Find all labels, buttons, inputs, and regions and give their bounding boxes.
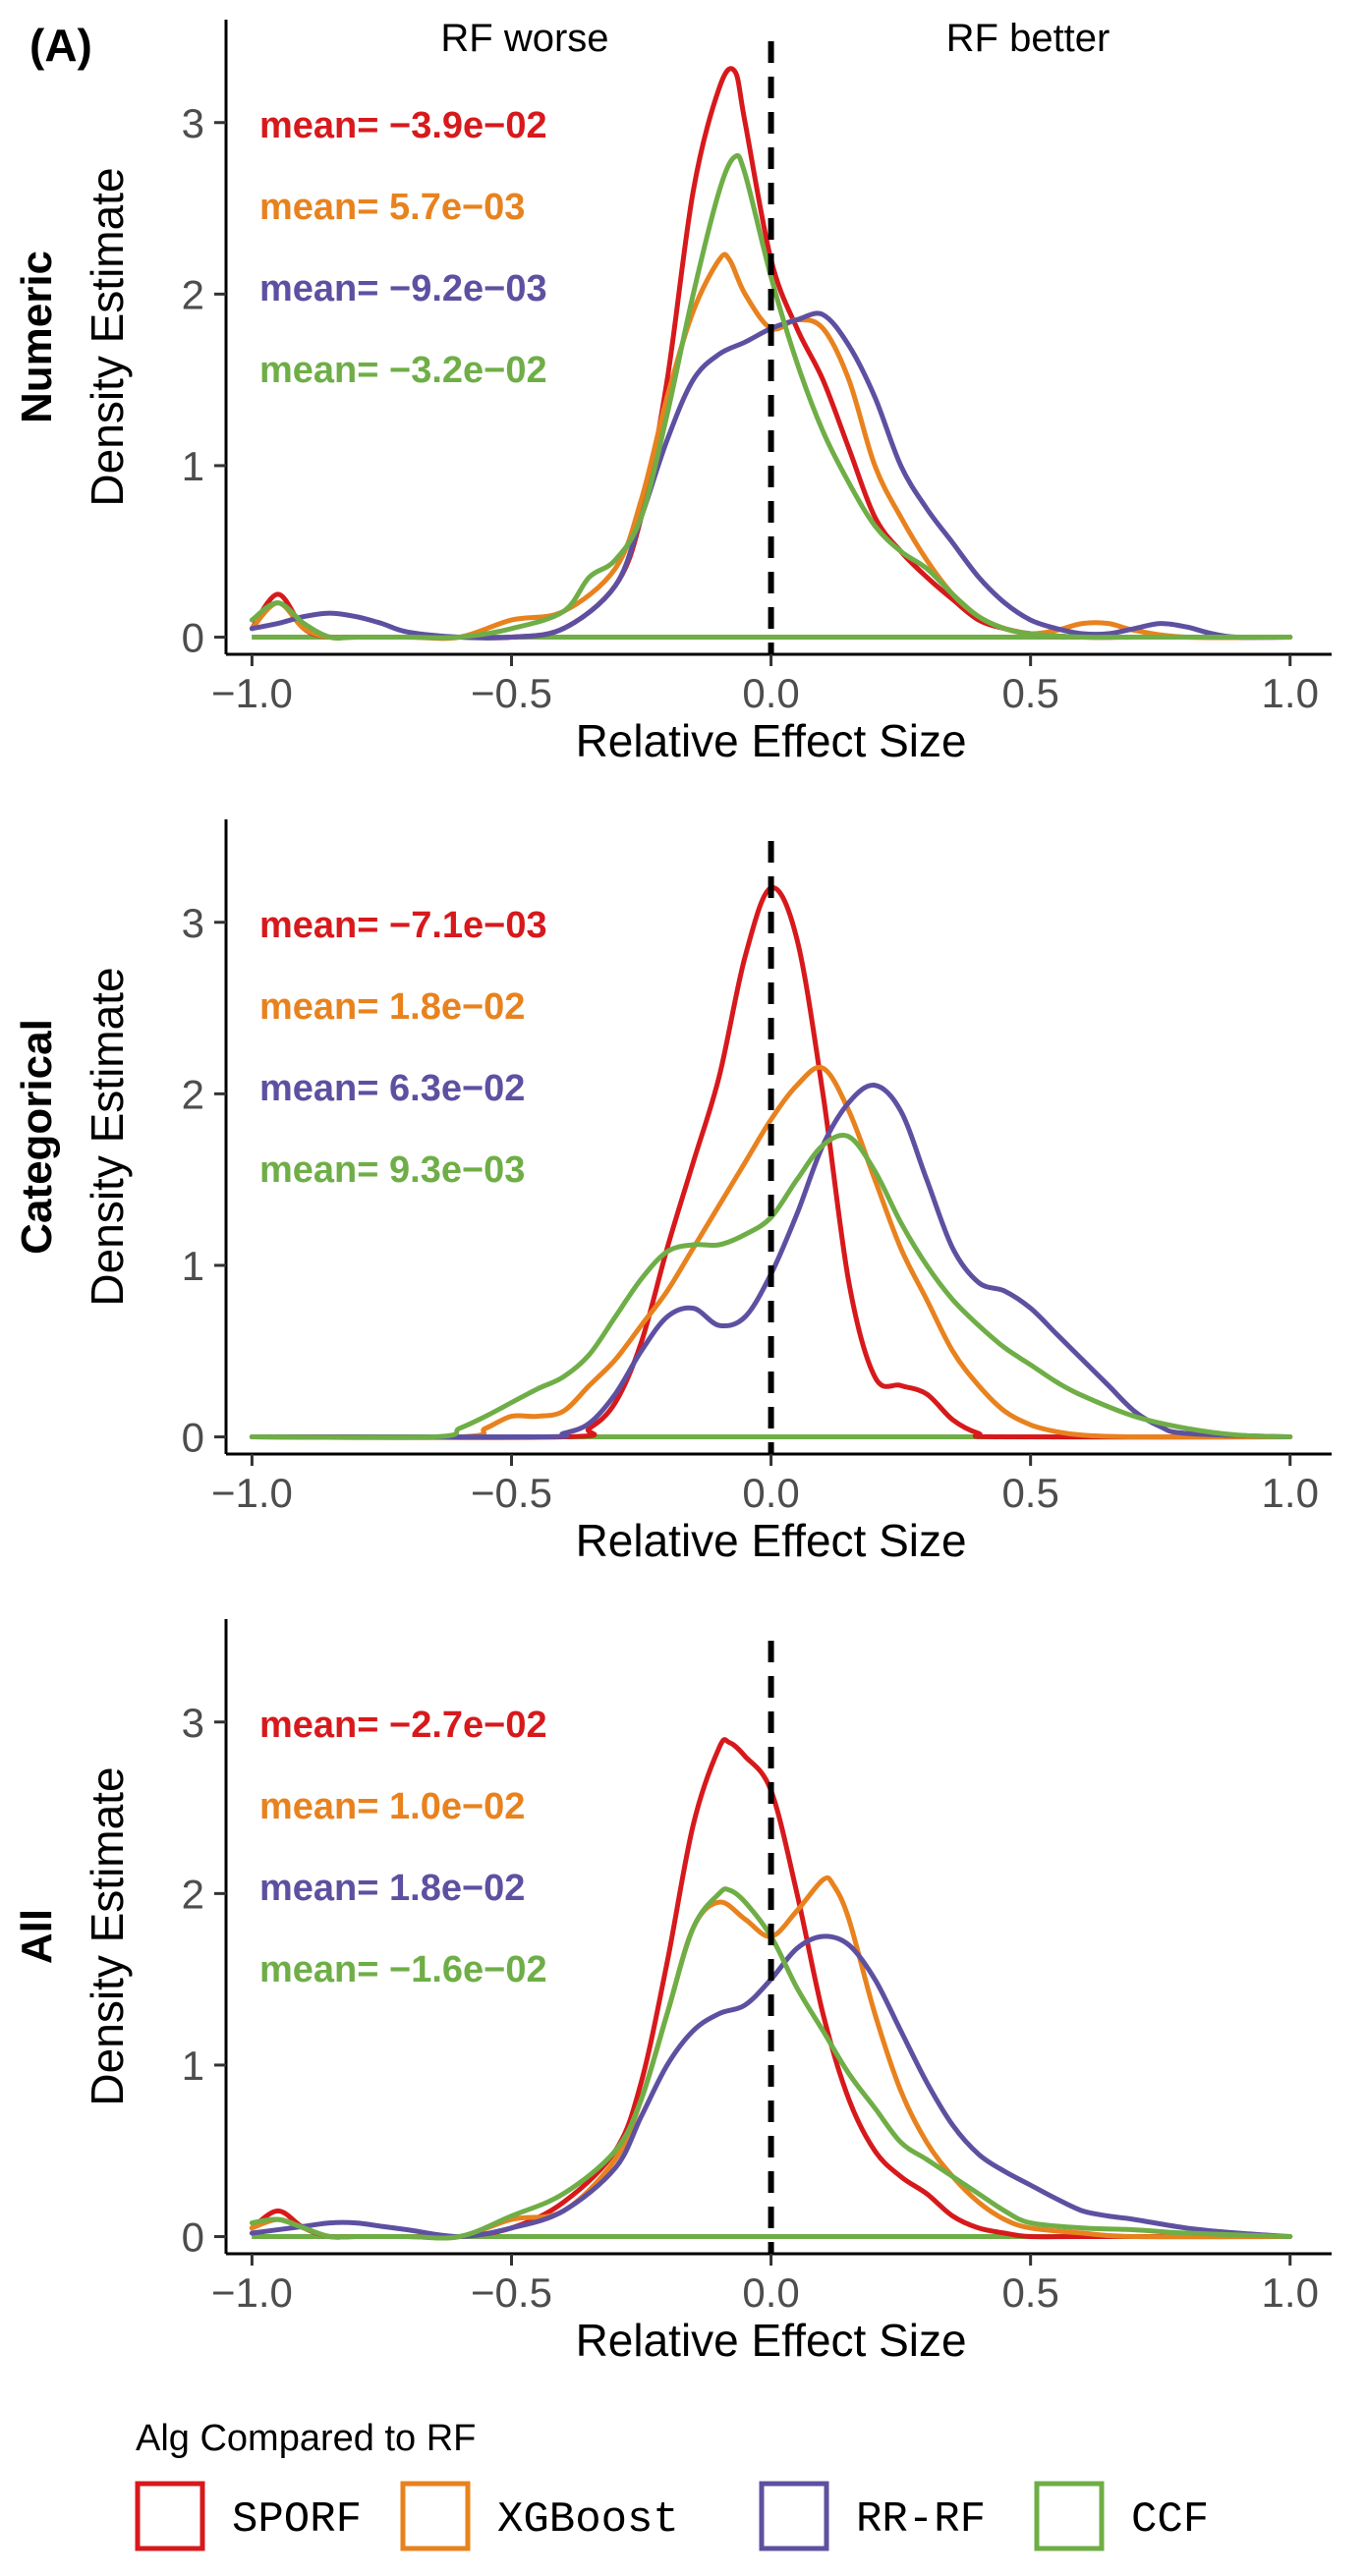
panel-numeric: −1.0 −0.5 0.0 0.5 1.0 0 1 2 3 Relative Effect Siz… [13,20,1332,766]
mean-label-rr-rf: mean= 1.8e−02 [259,1868,525,1909]
x-tick-label: 0.5 [1001,1470,1058,1516]
mean-label-xgboost: mean= 1.8e−02 [259,986,525,1028]
y-tick-label: 0 [182,615,204,661]
y-tick-label: 2 [182,271,204,317]
y-tick-label: 3 [182,100,204,146]
density-line-xgboost [249,1064,1293,1440]
density-line-rr-rf [249,1083,1293,1440]
density-line-rr-rf [249,1933,1293,2240]
legend-label-ccf: CCF [1131,2495,1209,2545]
density-line-ccf [249,152,1293,642]
legend-label-sporf: SPORF [232,2495,362,2545]
x-tick-label: −0.5 [471,2269,552,2316]
legend-swatch-sporf [135,2481,205,2551]
x-axis-title: Relative Effect Size [576,715,967,766]
y-tick-label: 3 [182,1700,204,1746]
region-label-rf-worse: RF worse [440,17,608,60]
panel-all: −1.0 −0.5 0.0 0.5 1.0 0 1 2 3 Relative Effect Siz… [13,1619,1332,2366]
row-label: Categorical [13,1019,61,1255]
x-tick-label: 0.0 [742,1470,799,1516]
x-axis-title: Relative Effect Size [576,2315,967,2366]
legend-label-xgboost: XGBoost [497,2495,679,2545]
density-line-ccf [249,1133,1293,1440]
x-tick-label: −1.0 [211,2269,293,2316]
mean-label-sporf: mean= −3.9e−02 [259,105,547,146]
y-tick-label: 1 [182,2043,204,2089]
x-tick-label: −1.0 [211,1470,293,1516]
x-tick-label: −0.5 [471,1470,552,1516]
x-tick-label: 0.5 [1001,2269,1058,2316]
y-tick-label: 1 [182,443,204,489]
panel-label: (A) [29,20,92,71]
x-tick-label: −1.0 [211,670,293,716]
y-tick-label: 1 [182,1243,204,1289]
mean-label-sporf: mean= −2.7e−02 [259,1705,547,1746]
legend-title: Alg Compared to RF [136,2418,476,2459]
row-label: All [13,1909,61,1964]
row-label: Numeric [13,251,61,423]
legend-label-rr-rf: RR-RF [856,2495,986,2545]
x-axis-title: Relative Effect Size [576,1515,967,1566]
density-line-rr-rf [249,310,1293,641]
density-line-sporf [249,885,1293,1440]
legend-swatch-ccf [1034,2481,1105,2551]
mean-label-ccf: mean= −3.2e−02 [259,350,547,391]
y-tick-label: 3 [182,900,204,946]
y-tick-label: 2 [182,1071,204,1117]
mean-label-rr-rf: mean= −9.2e−03 [259,268,547,309]
x-tick-label: 0.0 [742,670,799,716]
x-tick-label: 0.5 [1001,670,1058,716]
x-tick-label: 1.0 [1262,670,1319,716]
legend-swatch-rr-rf [759,2481,829,2551]
y-tick-label: 0 [182,2214,204,2261]
region-label-rf-better: RF better [946,17,1110,60]
mean-label-ccf: mean= 9.3e−03 [259,1149,525,1191]
legend-items: SPORF XGBoost RR-RF CCF [135,2481,1209,2551]
y-axis-title: Density Estimate [82,1766,133,2105]
legend: Alg Compared to RF SPORF XGBoost RR-RF CCF [135,2418,1209,2551]
x-tick-label: 1.0 [1262,2269,1319,2316]
y-tick-label: 0 [182,1415,204,1461]
mean-label-xgboost: mean= 5.7e−03 [259,187,525,228]
y-axis-title: Density Estimate [82,967,133,1306]
mean-label-sporf: mean= −7.1e−03 [259,905,547,946]
mean-label-rr-rf: mean= 6.3e−02 [259,1068,525,1109]
density-line-ccf [249,1886,1293,2241]
mean-label-ccf: mean= −1.6e−02 [259,1949,547,1990]
y-axis-title: Density Estimate [82,167,133,506]
x-tick-label: −0.5 [471,670,552,716]
x-tick-label: 1.0 [1262,1470,1319,1516]
y-tick-label: 2 [182,1871,204,1917]
x-tick-label: 0.0 [742,2269,799,2316]
mean-label-xgboost: mean= 1.0e−02 [259,1786,525,1827]
panel-categorical: −1.0 −0.5 0.0 0.5 1.0 0 1 2 3 Relative Effect Siz… [13,819,1332,1566]
legend-swatch-xgboost [400,2481,471,2551]
